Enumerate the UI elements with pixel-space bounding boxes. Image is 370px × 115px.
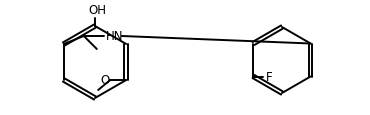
Text: F: F xyxy=(265,70,272,83)
Text: OH: OH xyxy=(88,4,106,17)
Text: HN: HN xyxy=(106,29,123,42)
Text: O: O xyxy=(100,74,109,87)
